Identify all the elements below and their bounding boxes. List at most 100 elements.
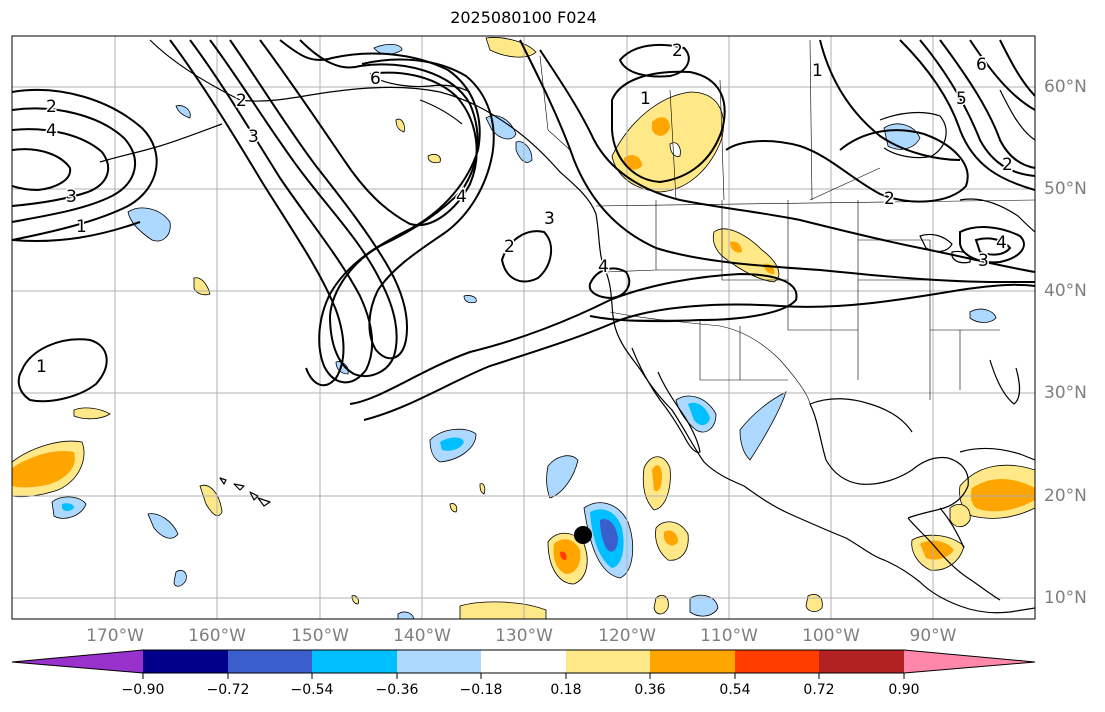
contours (12, 39, 1035, 421)
colorbar-tick-label: −0.90 (121, 682, 165, 698)
contour-label: 3 (978, 251, 989, 271)
contour-label: 4 (456, 187, 467, 207)
map-title: 2025080100 F024 (450, 8, 597, 27)
longitude-label: 100°W (802, 626, 860, 646)
longitude-label: 150°W (291, 626, 349, 646)
colorbar-tick-label: −0.18 (459, 682, 503, 698)
political-borders (539, 39, 1035, 405)
colorbar-bin (228, 650, 312, 673)
contour-label: 6 (976, 55, 987, 75)
longitude-label: 120°W (598, 626, 656, 646)
negative-anomaly-area (600, 518, 618, 552)
contour-label: 5 (956, 89, 967, 109)
positive-anomaly-area (427, 154, 441, 164)
contour-label: 3 (544, 209, 555, 229)
positive-anomaly-area (652, 465, 662, 492)
positive-anomaly-area (949, 504, 971, 528)
colorbar-tick-label: 0.18 (550, 682, 582, 698)
contour-label: 6 (370, 69, 381, 89)
contour-label: 1 (76, 217, 87, 237)
contour-labels: 2 4 3 1 2 3 6 4 2 3 4 1 2 1 2 1 2 6 5 3 … (35, 40, 1015, 379)
negative-anomaly-area (173, 570, 187, 587)
contour-label: 4 (598, 257, 609, 277)
colorbar-extend-min (12, 650, 143, 673)
positive-anomaly-area (395, 118, 405, 133)
positive-anomaly-area (449, 503, 458, 513)
latitude-label: 30°N (1044, 383, 1087, 403)
colorbar-bin (143, 650, 228, 673)
positive-anomaly-area (669, 142, 681, 157)
contour-label: 2 (672, 41, 683, 61)
negative-anomaly-area (546, 455, 579, 499)
longitude-label: 110°W (700, 626, 758, 646)
negative-anomaly-area (688, 402, 710, 426)
contour-label: 1 (812, 61, 823, 81)
negative-anomaly-area (62, 503, 74, 511)
contour-label: 2 (1002, 155, 1013, 175)
contour-label: 1 (36, 357, 47, 377)
latitude-label: 60°N (1044, 77, 1087, 97)
colorbar-tick-label: −0.72 (206, 682, 250, 698)
latitude-label: 50°N (1044, 179, 1087, 199)
contour-label: 3 (66, 187, 77, 207)
longitude-label: 160°W (188, 626, 246, 646)
positive-anomaly-area (653, 594, 669, 615)
contour-label: 2 (884, 189, 895, 209)
contour-label: 1 (640, 89, 651, 109)
positive-anomaly-area (479, 483, 486, 495)
positive-anomaly-area (712, 228, 780, 283)
contour-label: 2 (46, 97, 57, 117)
negative-anomaly-area (969, 308, 997, 323)
colorbar-bin (819, 650, 904, 673)
positive-anomaly-area (805, 594, 823, 612)
colorbar-tick-label: −0.54 (290, 682, 334, 698)
negative-anomaly-area (440, 437, 464, 451)
map-border (11, 35, 1036, 620)
negative-anomaly-area (147, 513, 179, 539)
colorbar-bin (566, 650, 650, 673)
colorbar-tick-label: 0.54 (719, 682, 751, 698)
colorbar-bin (650, 650, 735, 673)
colorbar-bin (735, 650, 819, 673)
tropical-cyclone-marker (574, 526, 592, 544)
negative-anomaly-area (485, 115, 517, 140)
colorbar-tick-label: 0.72 (803, 682, 835, 698)
colorbar-tick-label: 0.90 (888, 682, 920, 698)
positive-anomaly-area (560, 551, 567, 560)
contour-label: 2 (504, 237, 515, 257)
colorbar-tick-label: −0.36 (375, 682, 419, 698)
positive-anomaly-area (624, 155, 642, 170)
latitude-label: 10°N (1044, 588, 1087, 608)
negative-anomaly-area (739, 391, 787, 461)
graticule (12, 36, 1035, 619)
negative-anomaly-area (689, 594, 719, 617)
contour-label: 3 (248, 127, 259, 147)
latitude-label: 40°N (1044, 281, 1087, 301)
positive-anomaly-area (652, 117, 670, 136)
negative-anomaly-area (127, 207, 171, 242)
positive-anomaly-area (553, 539, 581, 574)
coastlines (99, 39, 1035, 614)
longitude-label: 170°W (86, 626, 144, 646)
positive-anomaly-area (73, 407, 111, 420)
contour-label: 2 (236, 91, 247, 111)
colorbar-bin (397, 650, 481, 673)
colorbar-bin (312, 650, 397, 673)
longitude-label: 130°W (495, 626, 553, 646)
colorbar-extend-max (904, 650, 1035, 673)
colorbar (11, 649, 1036, 679)
negative-anomaly-area (397, 611, 415, 619)
colorbar-tick-label: 0.36 (634, 682, 666, 698)
negative-anomaly-area (175, 105, 191, 119)
positive-anomaly-area (12, 450, 75, 488)
longitude-label: 140°W (393, 626, 451, 646)
latitude-label: 20°N (1044, 486, 1087, 506)
colorbar-bin (481, 650, 566, 673)
positive-anomaly-area (730, 241, 742, 253)
contour-label: 4 (46, 121, 57, 141)
positive-anomaly-area (970, 479, 1035, 512)
contour-label: 4 (996, 233, 1007, 253)
longitude-label: 90°W (909, 626, 957, 646)
positive-anomaly-area (664, 530, 678, 546)
